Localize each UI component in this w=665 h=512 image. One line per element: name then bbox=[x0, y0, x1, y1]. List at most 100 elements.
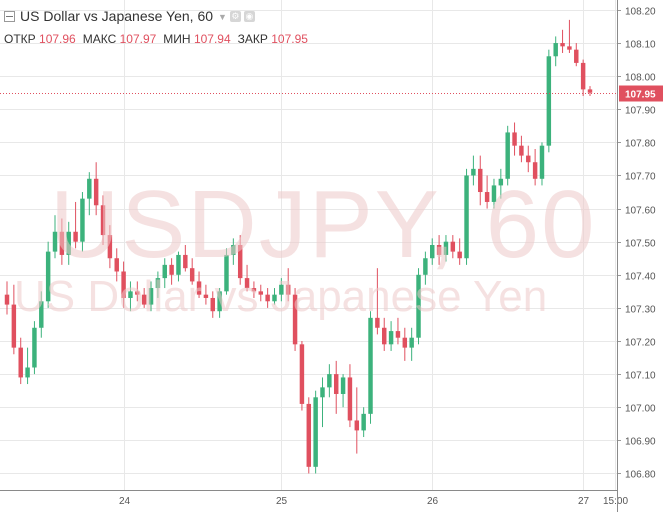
candle-body bbox=[279, 284, 284, 295]
candle-body bbox=[354, 420, 360, 431]
y-tick-label: 107.90 bbox=[625, 106, 656, 117]
candle-body bbox=[231, 245, 236, 255]
candle-body bbox=[347, 377, 353, 421]
high-label: МАКС bbox=[82, 32, 117, 46]
candle-body bbox=[183, 254, 188, 269]
candle-body bbox=[11, 304, 17, 348]
candle-body bbox=[382, 327, 387, 345]
candle-body bbox=[107, 235, 113, 259]
settings-icon[interactable]: ⚙ bbox=[229, 10, 241, 22]
candle-body bbox=[560, 43, 565, 47]
candle-body bbox=[224, 254, 229, 292]
last-price-label: 107.95 bbox=[625, 90, 656, 101]
candle-body bbox=[251, 288, 257, 292]
candle-body bbox=[491, 185, 497, 202]
x-tick-label: 25 bbox=[276, 496, 288, 507]
x-tick-label: 15:00 bbox=[603, 496, 628, 507]
candle-body bbox=[512, 132, 517, 146]
candle-body bbox=[574, 49, 579, 63]
candle-body bbox=[100, 205, 106, 236]
y-tick-label: 107.60 bbox=[625, 206, 656, 217]
candle-body bbox=[148, 288, 154, 305]
candle-body bbox=[114, 258, 119, 272]
candle-body bbox=[471, 168, 476, 176]
candle-body bbox=[478, 168, 483, 193]
candle-body bbox=[388, 331, 394, 345]
candle-body bbox=[258, 291, 264, 295]
candle-body bbox=[553, 43, 558, 57]
chevron-down-icon[interactable]: ▼ bbox=[218, 12, 227, 23]
candle-body bbox=[443, 241, 449, 255]
candle-body bbox=[141, 294, 147, 305]
candle-body bbox=[532, 162, 538, 179]
y-tick-label: 107.70 bbox=[625, 172, 656, 183]
candle-body bbox=[436, 245, 442, 255]
y-tick-label: 107.10 bbox=[625, 371, 656, 382]
candle-body bbox=[59, 231, 65, 255]
candle-body bbox=[285, 284, 291, 295]
eye-icon[interactable]: ◉ bbox=[243, 10, 255, 22]
candle-body bbox=[567, 46, 572, 50]
candle-body bbox=[32, 327, 37, 368]
collapse-icon[interactable] bbox=[4, 10, 15, 22]
close-label: ЗАКР bbox=[237, 32, 268, 46]
y-tick-label: 107.20 bbox=[625, 338, 656, 349]
candle-body bbox=[423, 258, 428, 275]
candle-body bbox=[505, 132, 510, 179]
candle-body bbox=[395, 331, 401, 338]
candle-body bbox=[25, 367, 30, 378]
candle-body bbox=[361, 413, 366, 431]
x-tick-label: 27 bbox=[578, 496, 590, 507]
candle-body bbox=[333, 374, 339, 394]
candle-body bbox=[237, 245, 243, 279]
open-value: 107.96 bbox=[39, 32, 76, 46]
candle-body bbox=[39, 301, 44, 328]
y-tick-label: 107.30 bbox=[625, 305, 656, 316]
candle-body bbox=[135, 291, 140, 295]
candle-body bbox=[210, 297, 215, 312]
last-price-badge bbox=[619, 85, 663, 102]
candle-body bbox=[539, 145, 545, 179]
y-tick-label: 107.00 bbox=[625, 404, 656, 415]
y-tick-label: 106.90 bbox=[625, 437, 656, 448]
candle-body bbox=[93, 178, 99, 206]
open-label: ОТКР bbox=[4, 32, 36, 46]
candle-body bbox=[340, 377, 346, 394]
candle-body bbox=[402, 337, 408, 348]
candle-body bbox=[368, 317, 373, 414]
candle-body bbox=[73, 231, 78, 242]
candle-body bbox=[320, 387, 325, 398]
candle-body bbox=[121, 271, 126, 298]
candle-body bbox=[189, 268, 195, 282]
candle-body bbox=[162, 264, 167, 279]
candle-body bbox=[306, 403, 312, 467]
candle-body bbox=[375, 317, 380, 328]
candle-body bbox=[52, 231, 58, 252]
candle-body bbox=[217, 291, 222, 312]
candle-body bbox=[272, 294, 277, 302]
candle-body bbox=[80, 198, 85, 242]
candle-body bbox=[244, 278, 250, 289]
candle-body bbox=[265, 294, 270, 302]
close-value: 107.95 bbox=[271, 32, 308, 46]
candle-body bbox=[526, 155, 531, 163]
candle-body bbox=[450, 241, 456, 252]
candle-body bbox=[299, 344, 305, 404]
x-tick-label: 26 bbox=[427, 496, 439, 507]
y-tick-label: 106.80 bbox=[625, 470, 656, 481]
candle-body bbox=[519, 145, 524, 156]
candle-body bbox=[66, 231, 71, 255]
candle-body bbox=[18, 347, 23, 378]
y-tick-label: 107.50 bbox=[625, 239, 656, 250]
candle-body bbox=[128, 291, 133, 298]
y-tick-label: 107.80 bbox=[625, 139, 656, 150]
y-tick-label: 108.20 bbox=[625, 7, 656, 18]
y-tick-label: 107.40 bbox=[625, 272, 656, 283]
candle-body bbox=[313, 397, 318, 467]
x-tick-label: 24 bbox=[119, 496, 131, 507]
candle-body bbox=[580, 62, 586, 90]
candle-body bbox=[409, 337, 414, 348]
low-value: 107.94 bbox=[193, 32, 231, 46]
